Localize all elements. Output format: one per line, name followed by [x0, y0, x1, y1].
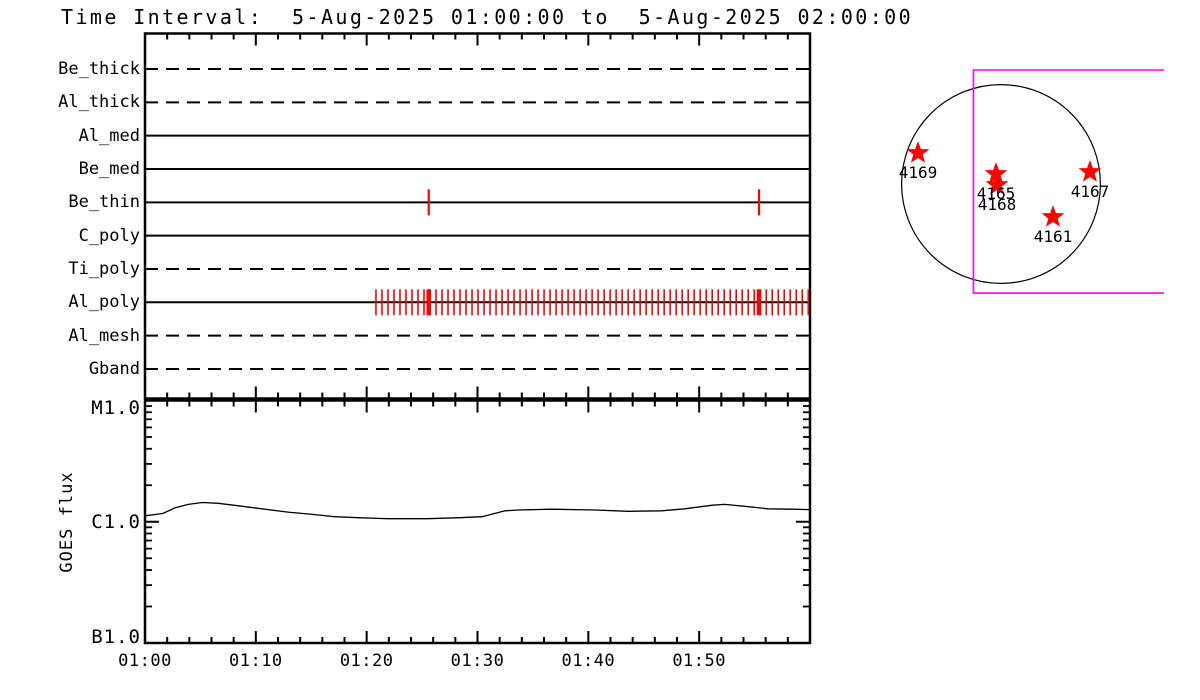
goes-flux-curve [144, 501, 811, 520]
exposure-marks-Al_poly [375, 289, 810, 316]
row-label-Al_med: Al_med [78, 125, 140, 146]
goes-ytick-label-B1.0: B1.0 [91, 626, 141, 648]
goes-ytick-label-C1.0: C1.0 [91, 510, 141, 533]
goes-panel [143, 399, 812, 645]
active-region-label-4169: 4169 [898, 162, 938, 182]
row-label-Be_thin: Be_thin [68, 192, 140, 213]
goes-frame [143, 399, 812, 645]
goes-xtick-label-01:50: 01:50 [672, 651, 726, 671]
exposure-marks-Be_thin [427, 189, 761, 216]
page-title: Time Interval: 5-Aug-2025 01:00:00 to 5-… [61, 5, 914, 29]
active-region-star-4167 [1078, 160, 1102, 182]
row-label-Be_med: Be_med [78, 158, 140, 179]
goes-xtick-label-01:30: 01:30 [450, 651, 505, 671]
row-label-Be_thick: Be_thick [58, 59, 140, 79]
row-label-Al_thick: Al_thick [58, 92, 140, 113]
solar-disk-circle [900, 83, 1101, 285]
row-label-Al_mesh: Al_mesh [68, 325, 140, 346]
goes-flux-axis-title: GOES flux [57, 471, 77, 573]
goes-ytick-label-M1.0: M1.0 [91, 396, 141, 419]
timeline-frame [143, 32, 812, 400]
row-label-Ti_poly: Ti_poly [68, 258, 140, 279]
row-label-Gband: Gband [88, 358, 140, 379]
row-label-Al_poly: Al_poly [68, 292, 140, 313]
goes-xtick-label-01:20: 01:20 [339, 651, 394, 671]
active-region-label-4165: 4165 [976, 183, 1016, 203]
active-region-star-4168 [985, 173, 1009, 195]
active-region-label-4167: 4167 [1070, 181, 1110, 201]
goes-xtick-label-01:00: 01:00 [118, 651, 172, 671]
fov-box [972, 69, 1165, 294]
active-region-star-4169 [906, 141, 930, 163]
active-region-label-4161: 4161 [1033, 227, 1073, 246]
solar-disk-map [900, 69, 1165, 294]
row-label-C_poly: C_poly [78, 225, 140, 246]
goes-xtick-label-01:40: 01:40 [561, 651, 616, 671]
goes-xtick-label-01:10: 01:10 [228, 651, 283, 671]
active-region-label-4168: 4168 [977, 194, 1017, 214]
timeline-panel [143, 32, 812, 400]
active-region-star-4161 [1041, 205, 1065, 227]
